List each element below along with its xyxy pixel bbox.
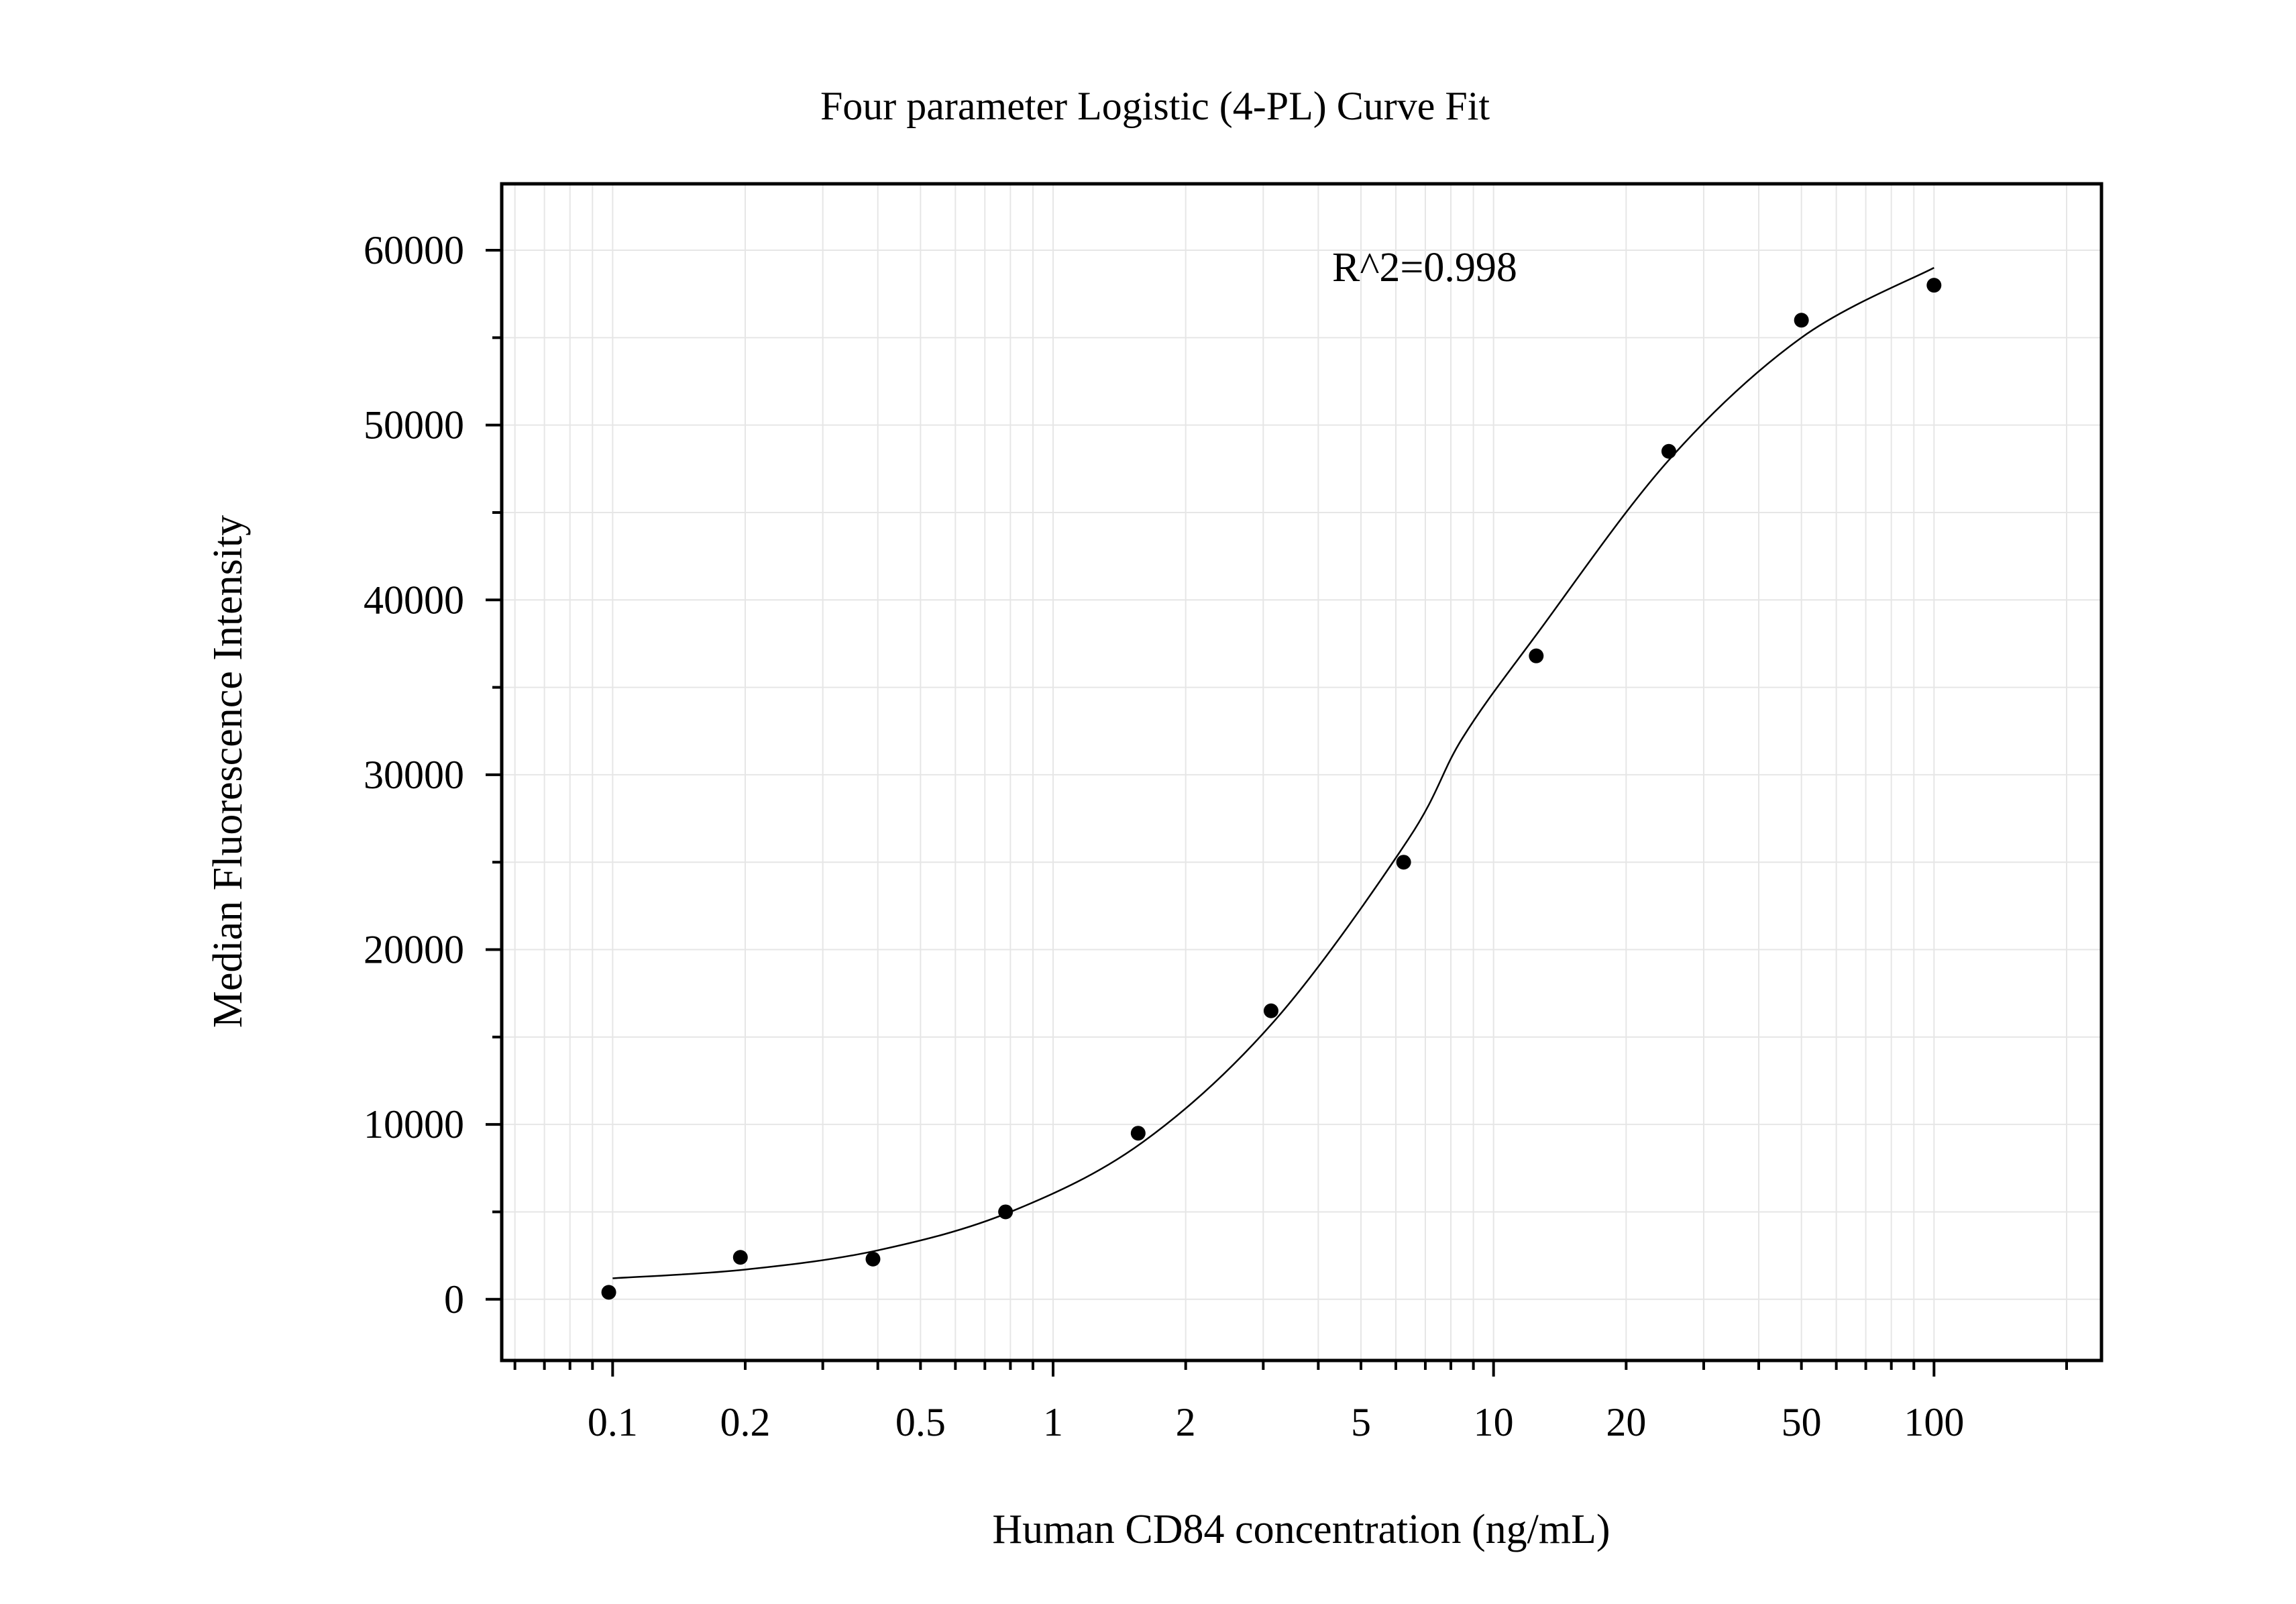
data-point	[1130, 1126, 1146, 1141]
grid	[502, 184, 2101, 1360]
x-axis-label: Human CD84 concentration (ng/mL)	[992, 1507, 1610, 1552]
data-points	[601, 278, 1942, 1300]
x-tick-label: 2	[1176, 1400, 1196, 1444]
x-tick-label: 20	[1606, 1400, 1646, 1444]
data-point	[1926, 278, 1942, 293]
y-tick-label: 10000	[364, 1102, 464, 1146]
y-tick-label: 0	[444, 1277, 464, 1322]
x-tick-label: 10	[1474, 1400, 1514, 1444]
plot-frame	[500, 182, 2103, 1362]
data-point	[1263, 1003, 1278, 1018]
y-tick-label: 20000	[364, 928, 464, 972]
r-squared-annotation: R^2=0.998	[1332, 245, 1517, 290]
y-axis-label: Median Fluorescence Intensity	[205, 515, 251, 1028]
axis-ticks	[486, 249, 2069, 1377]
x-tick-label: 50	[1782, 1400, 1822, 1444]
y-tick-label: 50000	[364, 403, 464, 447]
y-tick-label: 60000	[364, 228, 464, 272]
data-point	[732, 1250, 748, 1265]
data-point	[865, 1251, 881, 1267]
y-tick-label: 30000	[364, 753, 464, 797]
data-point	[1794, 313, 1809, 328]
data-point	[1661, 443, 1676, 459]
data-point	[601, 1285, 616, 1300]
x-tick-label: 0.2	[720, 1400, 771, 1444]
data-point	[1529, 648, 1544, 663]
x-tick-label: 1	[1043, 1400, 1063, 1444]
fit-curve	[612, 266, 1934, 1279]
x-tick-label: 0.1	[588, 1400, 638, 1444]
x-tick-label: 5	[1351, 1400, 1371, 1444]
y-tick-label: 40000	[364, 578, 464, 622]
chart-title: Four parameter Logistic (4-PL) Curve Fit	[820, 84, 1490, 128]
x-tick-labels: 0.1 0.2 0.5 1 2 5 10 20 50 100	[588, 1400, 1964, 1444]
x-tick-label: 100	[1904, 1400, 1964, 1444]
y-tick-labels: 0 10000 20000 30000 40000 50000 60000	[364, 228, 464, 1322]
data-point	[998, 1204, 1014, 1220]
x-tick-label: 0.5	[895, 1400, 946, 1444]
data-point	[1396, 855, 1411, 870]
